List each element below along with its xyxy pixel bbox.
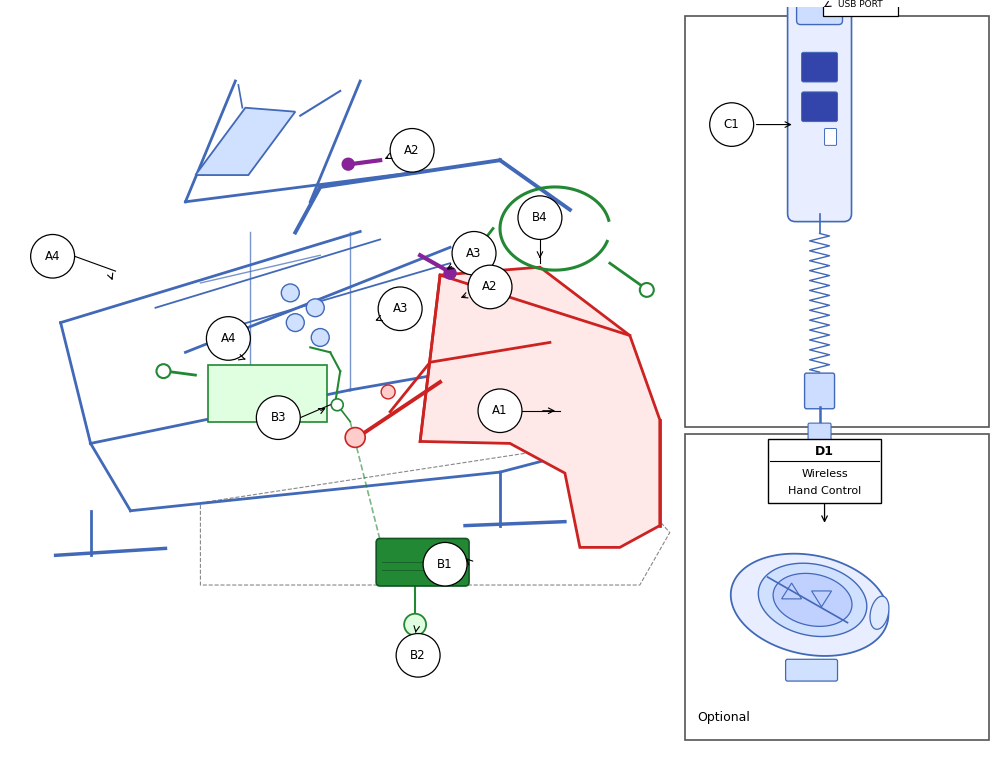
- FancyBboxPatch shape: [808, 423, 831, 443]
- Text: A3: A3: [466, 247, 482, 260]
- Text: B4: B4: [532, 211, 548, 224]
- FancyBboxPatch shape: [825, 128, 837, 146]
- Text: A2: A2: [404, 143, 420, 157]
- Circle shape: [156, 364, 170, 378]
- Text: C1: C1: [724, 118, 740, 131]
- Text: B2: B2: [410, 649, 426, 662]
- FancyBboxPatch shape: [788, 0, 852, 222]
- Text: A4: A4: [221, 332, 236, 345]
- Text: A4: A4: [45, 250, 60, 263]
- Circle shape: [640, 283, 654, 297]
- Text: D1: D1: [815, 445, 834, 458]
- Polygon shape: [773, 573, 852, 626]
- Polygon shape: [195, 108, 295, 175]
- Text: A1: A1: [492, 405, 508, 417]
- Circle shape: [468, 265, 512, 309]
- Text: B1: B1: [437, 558, 453, 571]
- Circle shape: [31, 235, 75, 278]
- FancyBboxPatch shape: [208, 365, 327, 422]
- Bar: [685, 16, 989, 427]
- Circle shape: [710, 102, 754, 146]
- Text: Hand Control: Hand Control: [788, 486, 861, 496]
- Circle shape: [342, 158, 354, 170]
- Polygon shape: [870, 597, 889, 629]
- Circle shape: [331, 399, 343, 411]
- Circle shape: [444, 267, 456, 279]
- Polygon shape: [731, 553, 888, 656]
- Polygon shape: [420, 267, 660, 547]
- Text: A3: A3: [392, 302, 408, 315]
- FancyBboxPatch shape: [786, 660, 838, 681]
- Text: A2: A2: [482, 281, 498, 294]
- Text: USB PORT: USB PORT: [838, 0, 883, 9]
- FancyBboxPatch shape: [805, 373, 835, 409]
- Circle shape: [306, 299, 324, 317]
- Circle shape: [281, 284, 299, 302]
- Circle shape: [471, 241, 485, 254]
- Circle shape: [381, 385, 395, 399]
- Circle shape: [286, 313, 304, 332]
- Circle shape: [311, 329, 329, 346]
- FancyBboxPatch shape: [802, 52, 838, 82]
- Circle shape: [378, 287, 422, 330]
- Text: Optional: Optional: [698, 710, 751, 723]
- Text: Wireless: Wireless: [801, 469, 848, 479]
- Circle shape: [345, 427, 365, 447]
- Text: B3: B3: [271, 411, 286, 424]
- Circle shape: [518, 196, 562, 239]
- Circle shape: [423, 543, 467, 586]
- Circle shape: [256, 396, 300, 439]
- Circle shape: [390, 128, 434, 172]
- FancyBboxPatch shape: [376, 538, 469, 586]
- FancyBboxPatch shape: [823, 0, 898, 16]
- Bar: [685, 433, 989, 741]
- Circle shape: [206, 317, 250, 361]
- Polygon shape: [758, 563, 867, 637]
- Circle shape: [452, 231, 496, 275]
- FancyBboxPatch shape: [797, 0, 843, 24]
- FancyBboxPatch shape: [802, 92, 838, 121]
- Circle shape: [396, 634, 440, 677]
- Circle shape: [404, 614, 426, 635]
- FancyBboxPatch shape: [768, 439, 881, 502]
- Circle shape: [478, 389, 522, 433]
